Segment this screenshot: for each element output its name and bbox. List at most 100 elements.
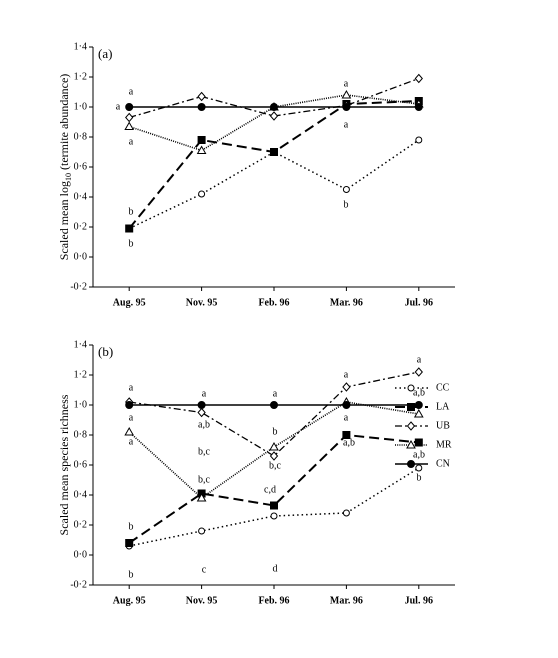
marker bbox=[414, 103, 423, 111]
marker bbox=[270, 501, 278, 510]
x-tick-label: Jul. 96 bbox=[405, 595, 433, 606]
marker bbox=[270, 401, 278, 409]
y-tick-label: 1·0 bbox=[74, 399, 87, 410]
marker bbox=[406, 421, 416, 431]
annotation: b bbox=[273, 426, 278, 437]
legend-label: LA bbox=[436, 401, 450, 412]
marker bbox=[342, 103, 351, 111]
marker bbox=[197, 91, 206, 102]
y-tick-label: 0·2 bbox=[74, 519, 87, 530]
marker bbox=[198, 190, 206, 198]
y-axis-label-part: Scaled mean species richness bbox=[57, 394, 71, 535]
marker bbox=[124, 426, 135, 436]
panel-title: (b) bbox=[98, 344, 113, 359]
annotation: b bbox=[129, 569, 134, 580]
marker bbox=[414, 367, 423, 377]
y-tick-label: 0·2 bbox=[74, 221, 87, 232]
y-axis-label-part: Scaled mean log bbox=[57, 181, 71, 260]
marker bbox=[270, 512, 278, 520]
series-line bbox=[129, 467, 420, 547]
marker bbox=[198, 527, 206, 535]
y-tick-label: 0·8 bbox=[74, 429, 87, 440]
marker bbox=[125, 539, 134, 547]
y-tick-label: 0·0 bbox=[74, 251, 87, 262]
annotation: a bbox=[344, 369, 349, 380]
legend-label: CC bbox=[436, 382, 450, 393]
annotation: d bbox=[273, 563, 278, 574]
y-tick-label: 1·4 bbox=[74, 41, 87, 52]
marker bbox=[415, 464, 423, 472]
annotation: a bbox=[344, 412, 349, 423]
y-tick-label: 0·0 bbox=[74, 549, 87, 560]
annotation: a bbox=[129, 86, 134, 97]
marker bbox=[413, 408, 424, 418]
y-tick-label: -0·2 bbox=[70, 579, 87, 590]
annotation: b bbox=[129, 206, 134, 217]
x-tick-label: Jul. 96 bbox=[405, 297, 433, 308]
marker bbox=[125, 401, 134, 409]
y-tick-label: 1·2 bbox=[74, 369, 87, 380]
marker bbox=[406, 439, 416, 449]
y-axis-label-part: 10 bbox=[64, 173, 73, 181]
annotation: a bbox=[129, 412, 134, 423]
annotation: c bbox=[202, 564, 207, 575]
annotation: a bbox=[129, 382, 134, 393]
marker bbox=[415, 136, 423, 144]
x-tick-label: Mar. 96 bbox=[330, 297, 363, 308]
marker bbox=[342, 382, 351, 392]
marker bbox=[196, 145, 207, 154]
annotation: a bbox=[344, 119, 349, 130]
marker bbox=[197, 103, 206, 111]
marker bbox=[407, 460, 415, 468]
series-line bbox=[129, 371, 419, 457]
y-tick-label: 0·4 bbox=[74, 489, 87, 500]
annotation: c,d bbox=[264, 484, 276, 495]
annotation: a,b bbox=[413, 449, 425, 460]
marker bbox=[269, 111, 279, 121]
x-tick-label: Nov. 95 bbox=[186, 595, 218, 606]
annotation: a bbox=[116, 101, 121, 112]
y-axis-label: Scaled mean species richness bbox=[57, 394, 71, 535]
marker bbox=[414, 438, 423, 447]
marker bbox=[342, 186, 350, 193]
y-axis-label: Scaled mean log10 (termite abundance) bbox=[57, 74, 74, 261]
annotation: a,b bbox=[343, 437, 355, 448]
annotation: b bbox=[129, 238, 134, 249]
annotation: a bbox=[273, 388, 278, 399]
x-tick-label: Nov. 95 bbox=[186, 297, 218, 308]
y-tick-label: 0·6 bbox=[74, 161, 87, 172]
marker bbox=[342, 509, 350, 517]
x-tick-label: Aug. 95 bbox=[113, 595, 146, 606]
series-line bbox=[128, 139, 420, 230]
legend-label: CN bbox=[436, 458, 450, 469]
marker bbox=[197, 407, 206, 418]
x-tick-label: Feb. 96 bbox=[258, 595, 289, 606]
y-tick-label: 1·0 bbox=[74, 101, 87, 112]
marker bbox=[125, 103, 134, 111]
legend-label: UB bbox=[436, 420, 450, 431]
x-tick-label: Aug. 95 bbox=[113, 297, 146, 308]
marker bbox=[124, 121, 135, 130]
y-tick-label: -0·2 bbox=[70, 281, 87, 292]
annotation: a bbox=[129, 436, 134, 447]
marker bbox=[270, 103, 278, 111]
annotation: a bbox=[344, 78, 349, 89]
x-tick-label: Feb. 96 bbox=[258, 297, 289, 308]
marker bbox=[269, 441, 279, 451]
panel: -0·2 0·0 0·2 0·4 0·6 0·8 1·0 1·2 1·4 Aug. 95 Nov. … bbox=[57, 41, 455, 469]
marker bbox=[197, 136, 206, 144]
marker bbox=[125, 112, 134, 123]
marker bbox=[197, 401, 206, 409]
y-tick-label: 1·4 bbox=[74, 339, 87, 350]
marker bbox=[342, 431, 351, 439]
x-tick-label: Mar. 96 bbox=[330, 595, 363, 606]
y-tick-label: 1·2 bbox=[74, 71, 87, 82]
panel: -0·2 0·0 0·2 0·4 0·6 0·8 1·0 1·2 1·4 Aug. 95 Nov. … bbox=[57, 339, 455, 606]
marker bbox=[407, 403, 415, 411]
y-axis-label-part: (termite abundance) bbox=[57, 74, 71, 173]
legend-label: MR bbox=[436, 439, 452, 450]
marker bbox=[269, 451, 279, 461]
annotation: b,c bbox=[269, 460, 282, 471]
annotation: a,b bbox=[413, 387, 425, 398]
